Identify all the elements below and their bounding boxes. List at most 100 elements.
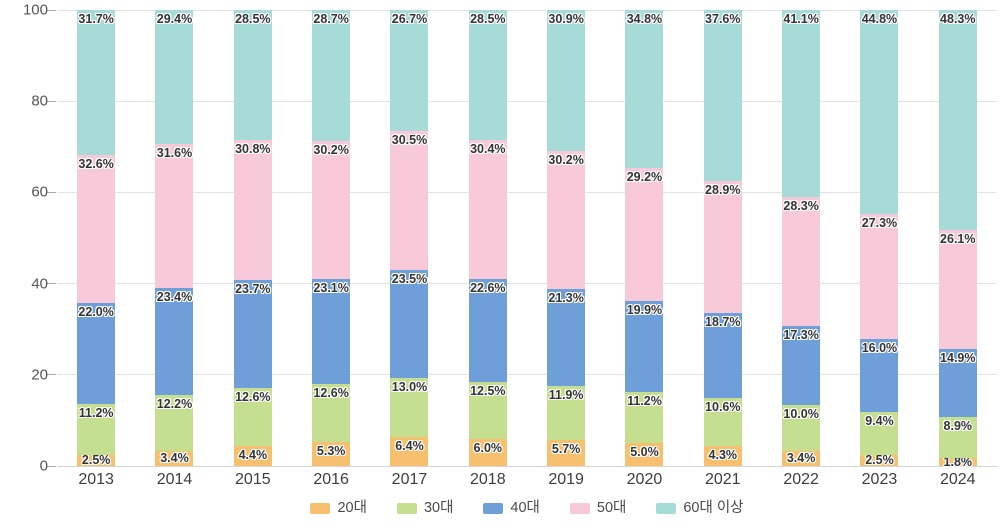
bar-value-label: 44.8%: [861, 12, 898, 27]
bar-segment: 30.4%: [468, 139, 507, 279]
bar-segment: 12.2%: [155, 394, 194, 451]
bar-band: 2.5% 9.4% 16.0% 27.3% 44.8%: [840, 10, 918, 467]
bar-segment: 5.3%: [312, 441, 351, 466]
bar-column-2022: 3.4% 10.0% 17.3% 28.3% 41.1%: [782, 9, 821, 466]
x-axis-label: 2018: [470, 471, 506, 488]
bar-value-label: 22.0%: [78, 305, 114, 320]
gridline: [57, 9, 997, 11]
bar-segment: 30.5%: [390, 131, 429, 271]
x-axis-label: 2022: [783, 471, 819, 488]
y-axis-tick: [47, 9, 56, 11]
bar-value-label: 5.3%: [316, 443, 346, 458]
bar-value-label: 5.0%: [630, 445, 659, 460]
gridline: [57, 100, 997, 102]
y-axis-tick: [47, 465, 56, 467]
legend-label: 60대 이상: [683, 500, 744, 516]
bar-value-label: 4.3%: [708, 448, 738, 463]
bar-segment: 1.8%: [938, 455, 977, 469]
bar-value-label: 6.4%: [395, 438, 424, 453]
bar-value-label: 37.6%: [705, 11, 741, 26]
bar-segment: 19.9%: [625, 301, 664, 393]
bar-value-label: 11.2%: [627, 394, 662, 409]
legend-item-50대[interactable]: 50대: [569, 500, 627, 516]
bar-value-label: 30.2%: [313, 143, 349, 158]
bar-segment: 18.7%: [703, 312, 742, 399]
bar-column-2021: 4.3% 10.6% 18.7% 28.9% 37.6%: [703, 9, 742, 466]
bar-segment: 10.6%: [703, 398, 742, 447]
bar-value-label: 28.5%: [470, 12, 506, 27]
legend-item-60대 이상[interactable]: 60대 이상: [656, 500, 744, 516]
legend-item-40대[interactable]: 40대: [483, 501, 540, 516]
bar-segment: 37.6%: [703, 9, 742, 181]
x-axis-label: 2014: [156, 471, 193, 488]
bar-segment: 30.2%: [312, 141, 351, 280]
x-axis-label: 2016: [313, 471, 349, 488]
bar-segment: 30.9%: [547, 10, 586, 151]
bar-segment: 11.2%: [77, 403, 116, 455]
bar-segment: 29.2%: [625, 168, 664, 302]
bar-value-label: 5.7%: [551, 442, 581, 457]
bar-value-label: 30.8%: [235, 141, 271, 156]
x-axis-label: 2017: [391, 471, 428, 488]
bar-segment: 5.7%: [547, 440, 586, 466]
bar-segment: 23.7%: [233, 280, 272, 389]
bar-value-label: 28.9%: [705, 183, 741, 198]
gridline: [57, 465, 997, 467]
bar-segment: 31.7%: [77, 10, 116, 155]
bar-value-label: 30.9%: [548, 12, 584, 27]
bar-value-label: 23.4%: [156, 290, 193, 305]
bar-band: 6.4% 13.0% 23.5% 30.5% 26.7%: [370, 9, 448, 466]
bar-value-label: 23.7%: [235, 282, 271, 297]
legend-item-20대[interactable]: 20대: [310, 500, 367, 516]
bar-value-label: 18.7%: [705, 314, 741, 329]
bar-segment: 29.4%: [155, 10, 194, 145]
bar-segment: 44.8%: [860, 10, 899, 215]
bar-segment: 6.4%: [390, 436, 429, 466]
bar-value-label: 11.9%: [548, 387, 584, 402]
y-axis-label: 40: [31, 275, 48, 293]
bars-layer: 2.5% 11.2% 22.0% 32.6% 31.7% 3.4% 12.2% 23.4% 31…: [57, 9, 997, 469]
bar-segment: 2.5%: [77, 453, 116, 467]
bar-segment: 26.7%: [390, 9, 429, 132]
x-axis-label: 2013: [78, 471, 114, 488]
bar-value-label: 21.3%: [548, 290, 584, 305]
bar-value-label: 29.2%: [626, 170, 663, 185]
bar-value-label: 30.4%: [470, 141, 506, 156]
bar-value-label: 14.9%: [940, 351, 976, 366]
bar-segment: 4.3%: [703, 446, 742, 466]
x-axis-label: 2020: [626, 471, 663, 488]
bar-value-label: 19.9%: [626, 303, 663, 318]
bar-segment: 21.3%: [547, 288, 586, 386]
bar-value-label: 26.7%: [391, 11, 428, 26]
legend-label: 50대: [596, 500, 627, 516]
bar-segment: 9.4%: [860, 411, 899, 455]
gridline: [57, 374, 997, 376]
gridline: [57, 283, 997, 285]
bar-segment: 41.1%: [782, 9, 821, 197]
bar-band: 5.0% 11.2% 19.9% 29.2% 34.8%: [605, 9, 683, 466]
bar-value-label: 22.6%: [470, 280, 506, 295]
y-axis-label: 80: [31, 92, 48, 110]
bar-segment: 23.1%: [312, 279, 351, 385]
bar-segment: 23.4%: [155, 288, 194, 395]
bar-value-label: 11.2%: [78, 405, 114, 420]
legend-label: 20대: [337, 500, 367, 516]
bar-segment: 6.0%: [468, 438, 507, 466]
bar-column-2024: 1.8% 8.9% 14.9% 26.1% 48.3%: [938, 10, 977, 469]
legend: 20대 30대 40대 50대 60대 이상: [57, 501, 997, 516]
bar-value-label: 4.4%: [238, 447, 268, 462]
legend-item-30대[interactable]: 30대: [396, 500, 454, 516]
bar-segment: 28.5%: [468, 10, 507, 140]
bar-segment: 8.9%: [938, 417, 977, 458]
bar-segment: 28.5%: [233, 10, 272, 140]
legend-label: 30대: [423, 500, 454, 516]
bar-column-2016: 5.3% 12.6% 23.1% 30.2% 28.7%: [312, 10, 351, 466]
bar-segment: 12.6%: [233, 388, 272, 446]
bar-value-label: 12.6%: [313, 386, 349, 401]
bar-segment: 10.0%: [782, 404, 821, 451]
bar-band: 5.7% 11.9% 21.3% 30.2% 30.9%: [527, 10, 605, 466]
bar-segment: 12.6%: [312, 384, 351, 442]
bar-column-2018: 6.0% 12.5% 22.6% 30.4% 28.5%: [468, 10, 507, 466]
bar-value-label: 12.5%: [470, 383, 506, 398]
